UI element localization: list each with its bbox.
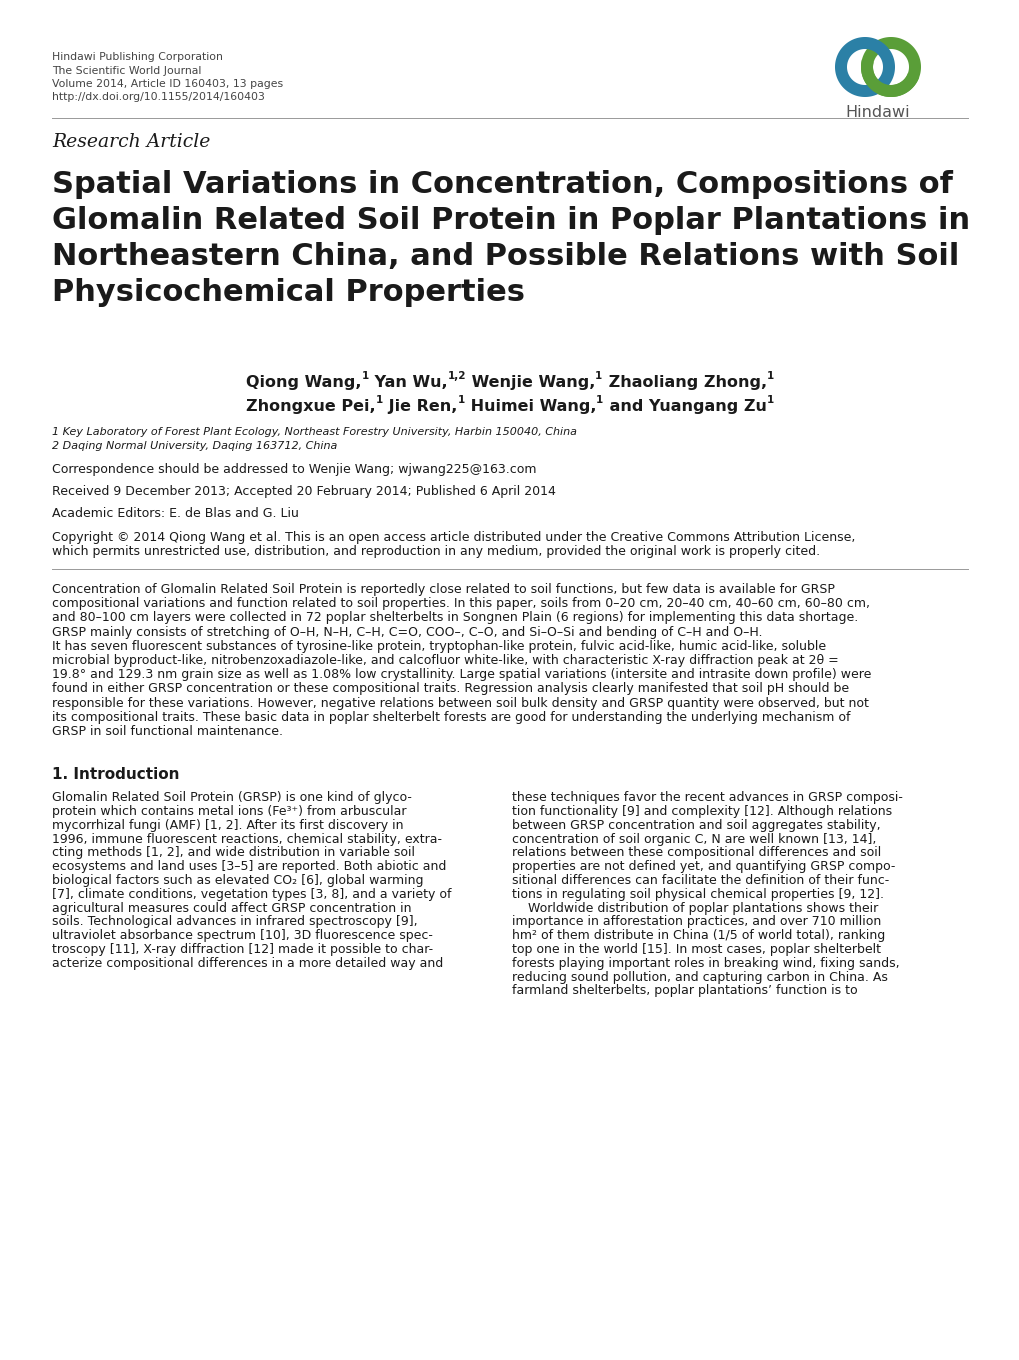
Text: It has seven fluorescent substances of tyrosine-like protein, tryptophan-like pr: It has seven fluorescent substances of t…: [52, 639, 825, 653]
Text: farmland shelterbelts, poplar plantations’ function is to: farmland shelterbelts, poplar plantation…: [512, 985, 857, 997]
Text: Concentration of Glomalin Related Soil Protein is reportedly close related to so: Concentration of Glomalin Related Soil P…: [52, 583, 835, 596]
Text: Worldwide distribution of poplar plantations shows their: Worldwide distribution of poplar plantat…: [512, 902, 877, 915]
Text: 1: 1: [595, 371, 602, 381]
Text: [7], climate conditions, vegetation types [3, 8], and a variety of: [7], climate conditions, vegetation type…: [52, 888, 451, 900]
PathPatch shape: [860, 60, 918, 97]
Text: top one in the world [15]. In most cases, poplar shelterbelt: top one in the world [15]. In most cases…: [512, 942, 880, 956]
Text: Zhongxue Pei,: Zhongxue Pei,: [246, 398, 376, 413]
Text: Hindawi Publishing Corporation: Hindawi Publishing Corporation: [52, 52, 223, 63]
Text: troscopy [11], X-ray diffraction [12] made it possible to char-: troscopy [11], X-ray diffraction [12] ma…: [52, 942, 433, 956]
Text: and 80–100 cm layers were collected in 72 poplar shelterbelts in Songnen Plain (: and 80–100 cm layers were collected in 7…: [52, 612, 857, 624]
Text: 1: 1: [596, 394, 603, 405]
Text: Hindawi: Hindawi: [845, 105, 909, 120]
PathPatch shape: [860, 37, 920, 97]
Text: Glomalin Related Soil Protein in Poplar Plantations in: Glomalin Related Soil Protein in Poplar …: [52, 205, 969, 235]
Text: The Scientific World Journal: The Scientific World Journal: [52, 65, 201, 76]
Text: Spatial Variations in Concentration, Compositions of: Spatial Variations in Concentration, Com…: [52, 170, 952, 199]
Text: 1. Introduction: 1. Introduction: [52, 767, 179, 782]
Text: agricultural measures could affect GRSP concentration in: agricultural measures could affect GRSP …: [52, 902, 411, 915]
Text: Northeastern China, and Possible Relations with Soil: Northeastern China, and Possible Relatio…: [52, 242, 959, 271]
Text: 1 Key Laboratory of Forest Plant Ecology, Northeast Forestry University, Harbin : 1 Key Laboratory of Forest Plant Ecology…: [52, 427, 577, 437]
Text: Qiong Wang,: Qiong Wang,: [246, 375, 361, 390]
Text: Huimei Wang,: Huimei Wang,: [465, 398, 596, 413]
Text: Physicochemical Properties: Physicochemical Properties: [52, 277, 525, 307]
Text: and Yuangang Zu: and Yuangang Zu: [603, 398, 765, 413]
Text: Received 9 December 2013; Accepted 20 February 2014; Published 6 April 2014: Received 9 December 2013; Accepted 20 Fe…: [52, 486, 555, 498]
Text: 1: 1: [376, 394, 383, 405]
Text: hm² of them distribute in China (1/5 of world total), ranking: hm² of them distribute in China (1/5 of …: [512, 929, 884, 942]
Text: importance in afforestation practices, and over 710 million: importance in afforestation practices, a…: [512, 915, 880, 929]
Text: ultraviolet absorbance spectrum [10], 3D fluorescence spec-: ultraviolet absorbance spectrum [10], 3D…: [52, 929, 432, 942]
Text: between GRSP concentration and soil aggregates stability,: between GRSP concentration and soil aggr…: [512, 819, 879, 832]
Text: Volume 2014, Article ID 160403, 13 pages: Volume 2014, Article ID 160403, 13 pages: [52, 79, 283, 88]
Text: Copyright © 2014 Qiong Wang et al. This is an open access article distributed un: Copyright © 2014 Qiong Wang et al. This …: [52, 530, 855, 544]
Text: responsible for these variations. However, negative relations between soil bulk : responsible for these variations. Howeve…: [52, 696, 868, 710]
Text: found in either GRSP concentration or these compositional traits. Regression ana: found in either GRSP concentration or th…: [52, 683, 848, 695]
Text: concentration of soil organic C, N are well known [13, 14],: concentration of soil organic C, N are w…: [512, 832, 875, 846]
Text: tion functionality [9] and complexity [12]. Although relations: tion functionality [9] and complexity [1…: [512, 805, 892, 817]
Text: Zhaoliang Zhong,: Zhaoliang Zhong,: [602, 375, 766, 390]
Text: biological factors such as elevated CO₂ [6], global warming: biological factors such as elevated CO₂ …: [52, 874, 423, 887]
Text: reducing sound pollution, and capturing carbon in China. As: reducing sound pollution, and capturing …: [512, 971, 887, 983]
Text: these techniques favor the recent advances in GRSP composi-: these techniques favor the recent advanc…: [512, 792, 902, 804]
Text: forests playing important roles in breaking wind, fixing sands,: forests playing important roles in break…: [512, 957, 899, 970]
Text: which permits unrestricted use, distribution, and reproduction in any medium, pr: which permits unrestricted use, distribu…: [52, 545, 819, 558]
Text: soils. Technological advances in infrared spectroscopy [9],: soils. Technological advances in infrare…: [52, 915, 417, 929]
Text: 19.8° and 129.3 nm grain size as well as 1.08% low crystallinity. Large spatial : 19.8° and 129.3 nm grain size as well as…: [52, 668, 870, 681]
Text: Academic Editors: E. de Blas and G. Liu: Academic Editors: E. de Blas and G. Liu: [52, 507, 299, 520]
Text: compositional variations and function related to soil properties. In this paper,: compositional variations and function re…: [52, 597, 869, 611]
Text: sitional differences can facilitate the definition of their func-: sitional differences can facilitate the …: [512, 874, 889, 887]
Text: 1: 1: [458, 394, 465, 405]
Text: mycorrhizal fungi (AMF) [1, 2]. After its first discovery in: mycorrhizal fungi (AMF) [1, 2]. After it…: [52, 819, 404, 832]
Text: GRSP mainly consists of stretching of O–H, N–H, C–H, C=O, COO–, C–O, and Si–O–Si: GRSP mainly consists of stretching of O–…: [52, 626, 762, 639]
Text: microbial byproduct-like, nitrobenzoxadiazole-like, and calcofluor white-like, w: microbial byproduct-like, nitrobenzoxadi…: [52, 654, 838, 666]
Text: ecosystems and land uses [3–5] are reported. Both abiotic and: ecosystems and land uses [3–5] are repor…: [52, 861, 446, 873]
Text: properties are not defined yet, and quantifying GRSP compo-: properties are not defined yet, and quan…: [512, 861, 895, 873]
Text: 2 Daqing Normal University, Daqing 163712, China: 2 Daqing Normal University, Daqing 16371…: [52, 441, 337, 452]
Text: tions in regulating soil physical chemical properties [9, 12].: tions in regulating soil physical chemic…: [512, 888, 883, 900]
Text: http://dx.doi.org/10.1155/2014/160403: http://dx.doi.org/10.1155/2014/160403: [52, 92, 265, 102]
PathPatch shape: [835, 37, 894, 97]
Text: 1: 1: [361, 371, 369, 381]
Text: 1996, immune fluorescent reactions, chemical stability, extra-: 1996, immune fluorescent reactions, chem…: [52, 832, 441, 846]
Text: Correspondence should be addressed to Wenjie Wang; wjwang225@163.com: Correspondence should be addressed to We…: [52, 462, 536, 476]
Text: 1: 1: [766, 371, 773, 381]
Text: cting methods [1, 2], and wide distribution in variable soil: cting methods [1, 2], and wide distribut…: [52, 846, 415, 860]
Text: Wenjie Wang,: Wenjie Wang,: [466, 375, 595, 390]
Text: Research Article: Research Article: [52, 133, 210, 151]
Text: 1,2: 1,2: [447, 371, 466, 381]
Text: its compositional traits. These basic data in poplar shelterbelt forests are goo: its compositional traits. These basic da…: [52, 711, 850, 724]
Text: Jie Ren,: Jie Ren,: [383, 398, 458, 413]
Text: acterize compositional differences in a more detailed way and: acterize compositional differences in a …: [52, 957, 443, 970]
Text: Yan Wu,: Yan Wu,: [369, 375, 447, 390]
Text: Glomalin Related Soil Protein (GRSP) is one kind of glyco-: Glomalin Related Soil Protein (GRSP) is …: [52, 792, 412, 804]
Text: 1: 1: [765, 394, 773, 405]
Text: protein which contains metal ions (Fe³⁺) from arbuscular: protein which contains metal ions (Fe³⁺)…: [52, 805, 407, 817]
Text: GRSP in soil functional maintenance.: GRSP in soil functional maintenance.: [52, 725, 282, 738]
Text: relations between these compositional differences and soil: relations between these compositional di…: [512, 846, 880, 860]
